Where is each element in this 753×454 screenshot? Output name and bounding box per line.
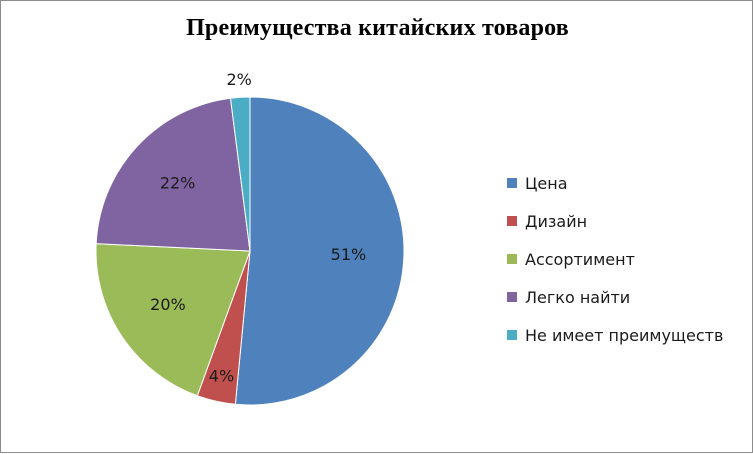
data-label-no-advantages: 2% (226, 70, 251, 89)
chart-title: Преимущества китайских товаров (186, 15, 569, 41)
data-label-easy-to-find: 22% (160, 174, 196, 193)
slice-assortment (95, 243, 251, 397)
legend-item-assortment: Ассортимент (507, 240, 723, 278)
legend-swatch (507, 216, 517, 226)
legend-swatch (507, 330, 517, 340)
legend-item-design: Дизайн (507, 202, 723, 240)
data-label-assortment: 20% (150, 295, 186, 314)
slice-no-advantages (229, 96, 251, 252)
data-label-price: 51% (331, 245, 367, 264)
legend-item-easy-to-find: Легко найти (507, 278, 723, 316)
legend-label: Цена (525, 173, 568, 193)
slice-easy-to-find (95, 97, 251, 252)
legend-swatch (507, 292, 517, 302)
data-label-design: 4% (209, 367, 234, 386)
legend-label: Дизайн (525, 211, 588, 231)
slice-price (234, 96, 405, 406)
legend: Цена Дизайн Ассортимент Легко найти Не и… (507, 164, 723, 354)
legend-item-price: Цена (507, 164, 723, 202)
legend-label: Ассортимент (525, 249, 635, 269)
legend-label: Не имеет преимуществ (525, 325, 724, 345)
legend-label: Легко найти (525, 287, 631, 307)
legend-swatch (507, 178, 517, 188)
legend-swatch (507, 254, 517, 264)
legend-item-no-advantages: Не имеет преимуществ (507, 316, 723, 354)
